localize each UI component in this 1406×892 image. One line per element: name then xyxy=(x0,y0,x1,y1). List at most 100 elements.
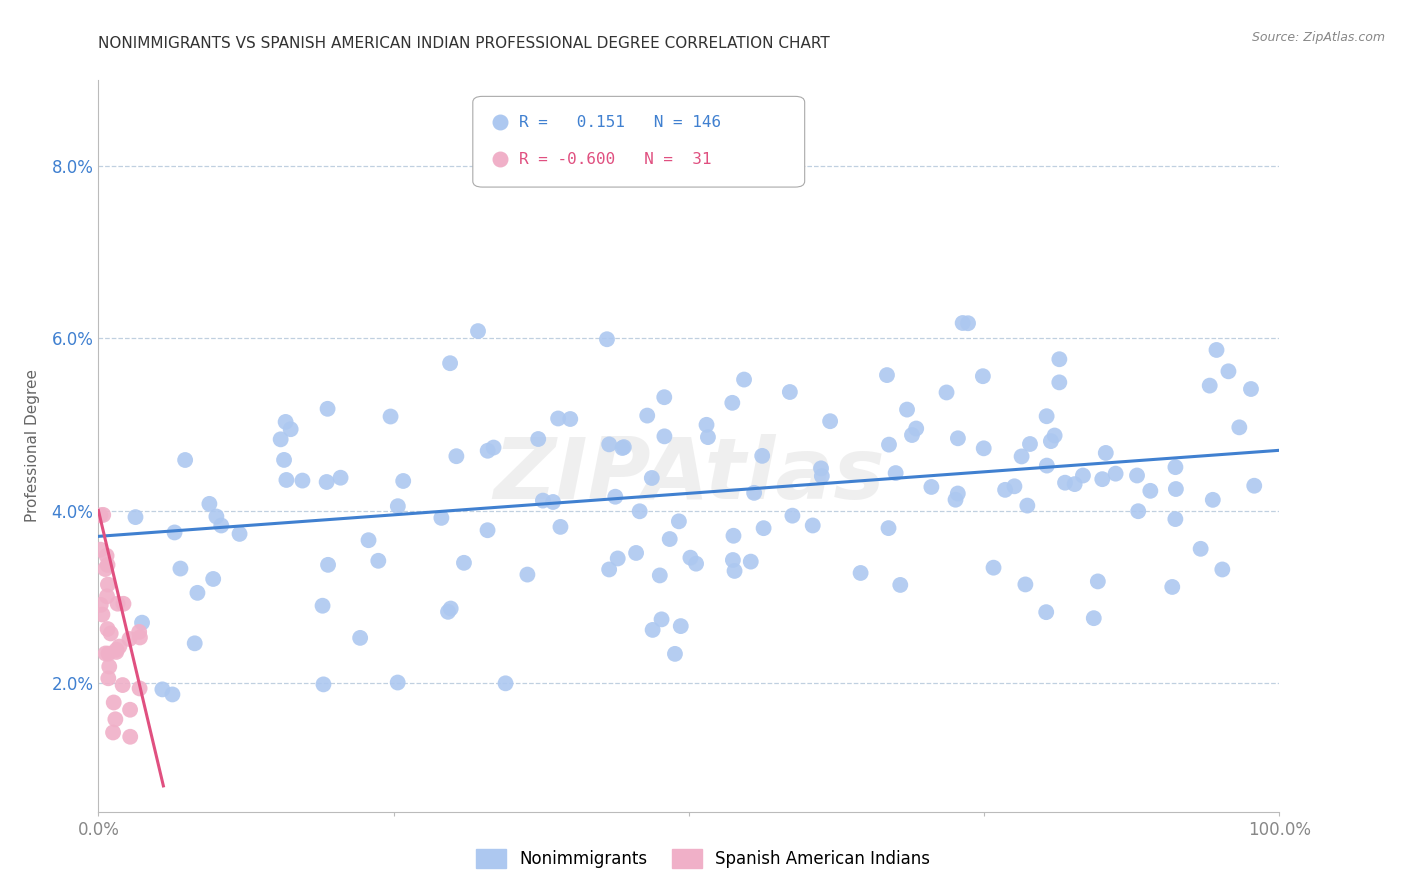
Point xyxy=(97,577,120,591)
Point xyxy=(849,566,872,580)
Point xyxy=(120,730,142,744)
Point xyxy=(952,316,974,330)
Point xyxy=(105,642,128,657)
Point xyxy=(96,549,118,563)
Point xyxy=(1047,376,1070,390)
Point xyxy=(477,523,499,537)
Text: R = -0.600   N =  31: R = -0.600 N = 31 xyxy=(519,152,711,167)
Point xyxy=(1036,458,1059,473)
Point xyxy=(1011,450,1033,464)
FancyBboxPatch shape xyxy=(472,96,804,187)
Point xyxy=(276,473,298,487)
Point xyxy=(1017,499,1039,513)
Point xyxy=(101,725,124,739)
Point xyxy=(648,568,671,582)
Point xyxy=(357,533,380,548)
Point xyxy=(598,562,620,576)
Point xyxy=(810,461,832,475)
Point xyxy=(1189,541,1212,556)
Point xyxy=(112,597,135,611)
Point xyxy=(606,551,628,566)
Point xyxy=(97,647,120,661)
Point xyxy=(613,440,636,454)
Point xyxy=(721,553,744,567)
Point xyxy=(983,560,1005,574)
Point xyxy=(270,433,292,447)
Point xyxy=(723,564,745,578)
Point xyxy=(97,671,120,685)
Point xyxy=(696,417,718,432)
Point xyxy=(1161,580,1184,594)
Point xyxy=(103,696,125,710)
Point xyxy=(291,474,314,488)
Point xyxy=(596,332,619,346)
Point xyxy=(477,443,499,458)
Point xyxy=(108,640,131,654)
Point xyxy=(94,647,117,661)
Point xyxy=(884,466,907,480)
Point xyxy=(751,449,773,463)
Point xyxy=(818,414,841,428)
Point xyxy=(945,492,967,507)
Legend: Nonimmigrants, Spanish American Indians: Nonimmigrants, Spanish American Indians xyxy=(470,843,936,875)
Point xyxy=(367,554,389,568)
Point xyxy=(120,703,142,717)
Point xyxy=(920,480,942,494)
Point xyxy=(387,675,409,690)
Point xyxy=(91,508,114,522)
Point xyxy=(1053,475,1076,490)
Point xyxy=(316,558,339,572)
Point xyxy=(1019,437,1042,451)
Point xyxy=(202,572,225,586)
Point xyxy=(316,401,339,416)
Point xyxy=(946,431,969,445)
Point xyxy=(669,619,692,633)
Point xyxy=(186,586,208,600)
Point xyxy=(169,561,191,575)
Point xyxy=(453,556,475,570)
Point xyxy=(96,590,118,604)
Point xyxy=(100,626,122,640)
Point xyxy=(733,373,755,387)
Point xyxy=(91,607,114,622)
Point xyxy=(150,682,173,697)
Point xyxy=(1002,479,1025,493)
Point xyxy=(312,677,335,691)
Point xyxy=(315,475,337,489)
Point xyxy=(104,712,127,726)
Point xyxy=(547,411,569,425)
Point xyxy=(531,493,554,508)
Point xyxy=(723,529,745,543)
Point xyxy=(973,442,995,456)
Point xyxy=(329,471,352,485)
Point xyxy=(1128,504,1150,518)
Point xyxy=(1083,611,1105,625)
Point xyxy=(811,469,834,483)
Point xyxy=(624,546,647,560)
Point xyxy=(495,676,517,690)
Point xyxy=(636,409,658,423)
Point xyxy=(1218,364,1240,378)
Point xyxy=(1139,483,1161,498)
Point xyxy=(516,567,538,582)
Point xyxy=(387,499,409,513)
Point xyxy=(446,449,468,463)
Point xyxy=(685,557,707,571)
Point xyxy=(129,631,152,645)
Point xyxy=(274,415,297,429)
Point xyxy=(198,497,221,511)
Point xyxy=(779,384,801,399)
Point xyxy=(994,483,1017,497)
Point xyxy=(905,421,928,435)
Point xyxy=(1243,479,1265,493)
Point xyxy=(1043,428,1066,442)
Point xyxy=(107,597,129,611)
Point xyxy=(628,504,651,518)
Point xyxy=(280,422,302,436)
Point xyxy=(1205,343,1227,357)
Point xyxy=(664,647,686,661)
Point xyxy=(96,558,118,572)
Point xyxy=(89,542,111,557)
Point xyxy=(527,432,550,446)
Point xyxy=(228,527,250,541)
